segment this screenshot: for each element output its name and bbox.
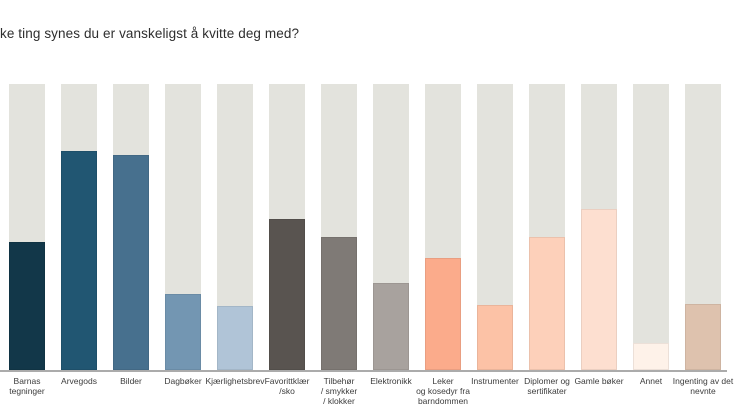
bar-category-label: Leker og kosedyr fra barndommen [416,376,470,406]
bar-category-label: Dagbøker [164,376,202,386]
bar-category-label: Arvegods [61,376,97,386]
bar-segment [165,293,201,370]
bar-category-label: Gamle bøker [574,376,624,386]
bar-category-label: Favorittklær /sko [264,376,310,396]
bar-segment [217,305,253,370]
bar-segment [581,208,617,370]
bar-segment [321,237,357,370]
bar-column: Diplomer og sertifikater [524,84,570,396]
bar-segment [633,343,669,370]
plot-area: Barnas tegninger Arvegods Bilder Dagbøker Kj… [9,84,733,406]
bar-segment [269,219,305,370]
bar-segment [9,241,45,370]
bar-track [633,84,669,370]
bar-column: Gamle bøker [574,84,624,386]
bar-segment [529,237,565,370]
bar-column: Favorittklær /sko [265,84,309,396]
x-axis-line [0,370,727,372]
bar-column: Annet [633,84,669,386]
bar-category-label: Kjærlighetsbrev [205,376,265,386]
chart-title: ke ting synes du er vanskeligst å kvitte… [0,26,300,41]
bar-category-label: Barnas tegninger [9,376,45,396]
bar-column: Tilbehør / smykker / klokker [321,84,357,406]
bar-column: Arvegods [61,84,97,386]
bar-column: Elektronikk [370,84,412,386]
bar-category-label: Ingenting av det nevnte [672,376,734,396]
bar-column: Bilder [113,84,149,386]
bar-category-label: Annet [639,376,663,386]
bar-category-label: Bilder [120,376,142,386]
bar-column: Dagbøker [164,84,202,386]
bar-category-label: Tilbehør / smykker / klokker [320,376,358,406]
bar-segment [373,283,409,370]
bar-column: Instrumenter [471,84,519,386]
bar-segment [477,305,513,370]
bar-segment [425,257,461,370]
bar-column: Kjærlighetsbrev [205,84,265,386]
bar-column: Leker og kosedyr fra barndommen [416,84,470,406]
bar-segment [685,303,721,370]
bar-column: Ingenting av det nevnte [673,84,733,396]
bar-category-label: Instrumenter [471,376,519,386]
bar-category-label: Elektronikk [370,376,412,386]
bar-segment [113,154,149,370]
bar-segment [61,150,97,370]
bar-category-label: Diplomer og sertifikater [524,376,570,396]
bar-column: Barnas tegninger [9,84,45,396]
